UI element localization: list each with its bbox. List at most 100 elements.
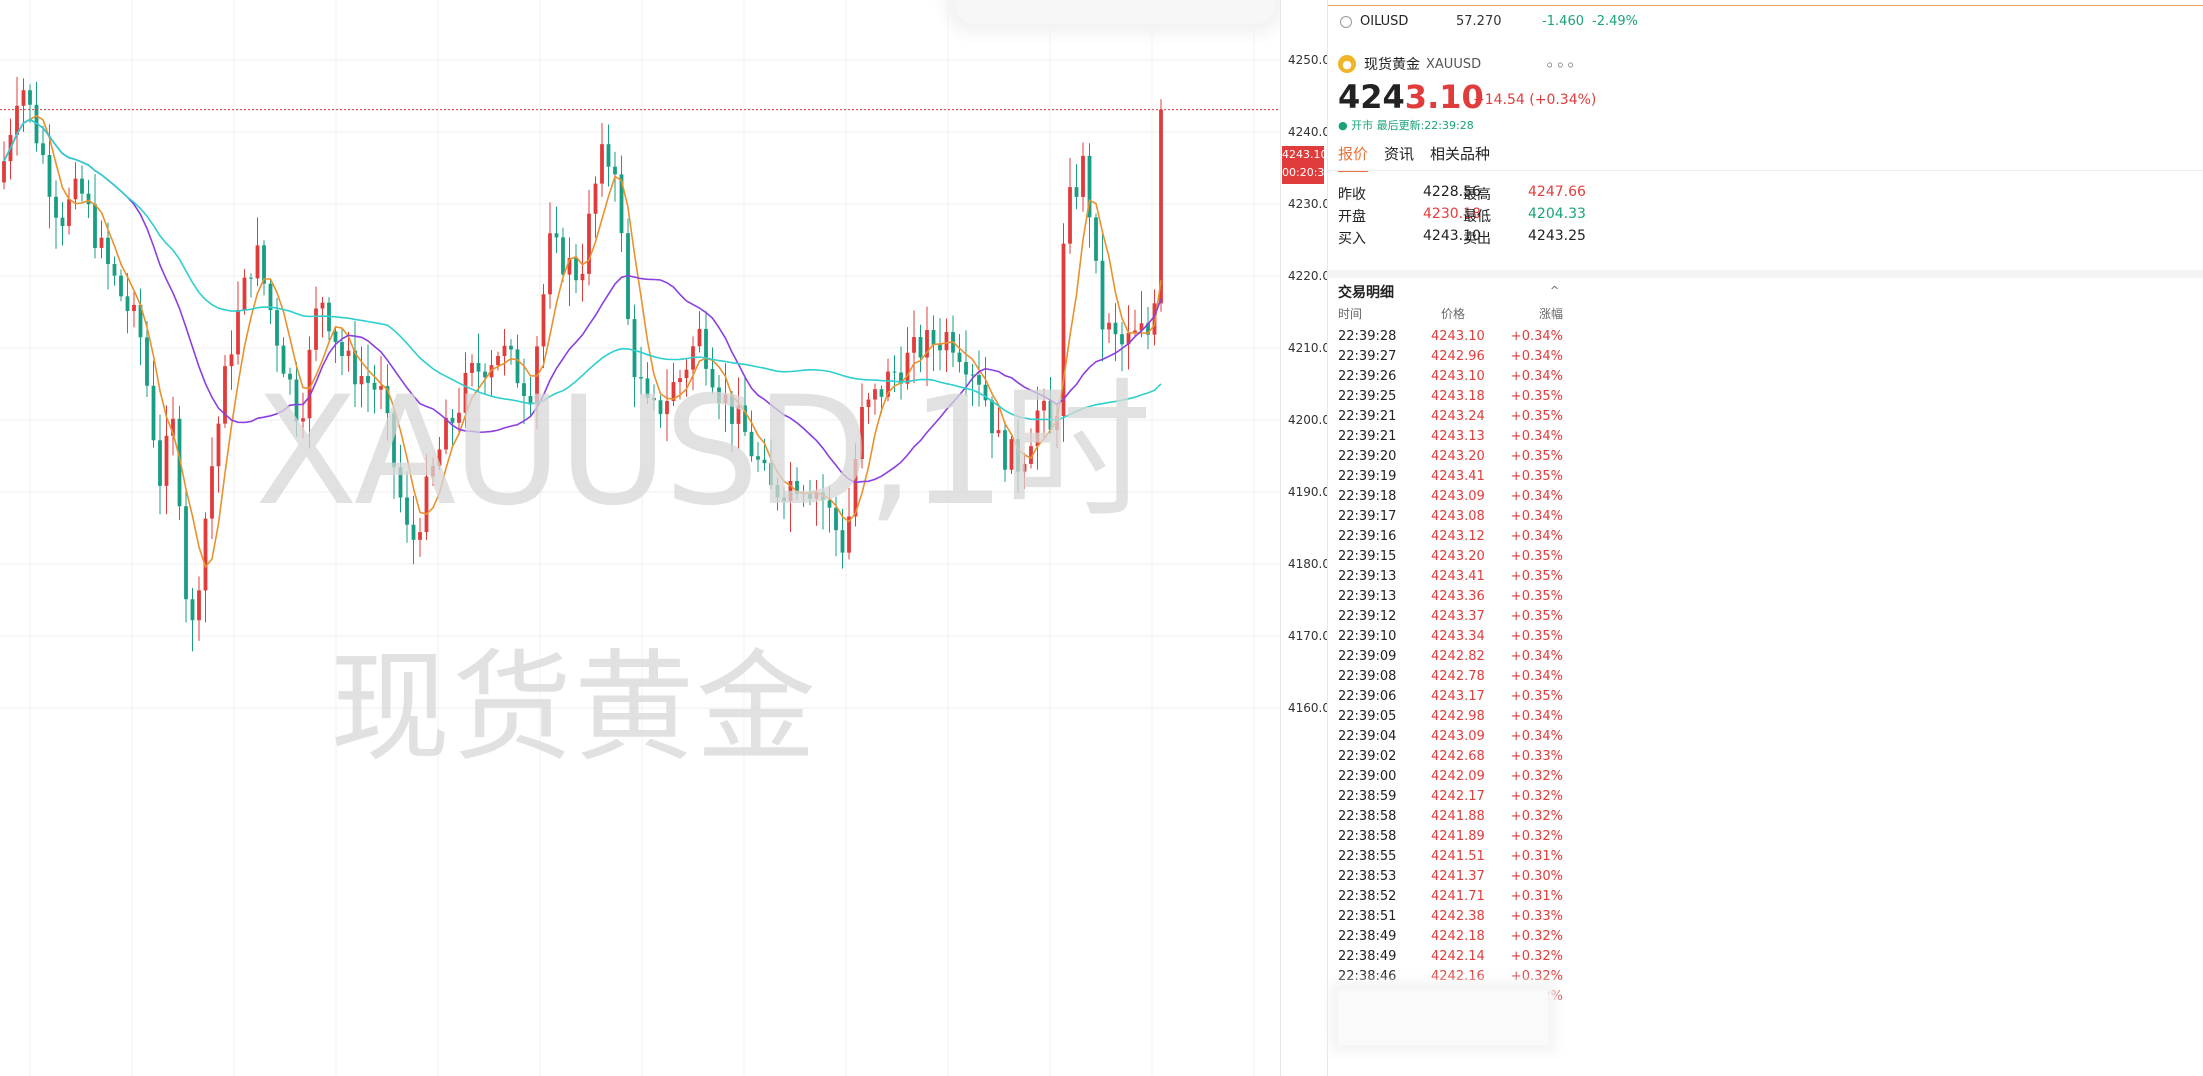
candle-body [457, 412, 461, 423]
trade-row: 22:38:51 4242.38 +0.33% [1338, 909, 1563, 929]
trade-time: 22:38:59 [1338, 789, 1397, 804]
candle-body [86, 193, 91, 205]
trade-row: 22:39:20 4243.20 +0.35% [1338, 449, 1563, 469]
candle-body [736, 405, 741, 424]
trade-change: +0.31% [1510, 889, 1563, 904]
trade-price: 4243.41 [1431, 469, 1485, 484]
candle-body [606, 144, 611, 167]
stat-label: 卖出 [1463, 231, 1491, 247]
stat-label: 昨收 [1338, 187, 1366, 203]
candle-body [730, 394, 734, 424]
trade-change: +0.32% [1510, 809, 1563, 824]
candlestick-chart[interactable]: XAUUSD,1时 现货黄金 [0, 0, 1280, 1076]
candle-body [242, 277, 247, 310]
candle-body [918, 336, 923, 358]
candle-body [1113, 322, 1118, 335]
trade-row: 22:39:28 4243.10 +0.34% [1338, 329, 1563, 349]
candle-body [847, 516, 851, 553]
candle-body [944, 332, 949, 351]
y-tick-label: 4200.00 [1288, 413, 1338, 427]
tab-related[interactable]: 相关品种 [1430, 145, 1491, 163]
candle-body [717, 387, 721, 404]
blurred-overlay-bottom [1338, 990, 1548, 1045]
ticker-pct: -2.49% [1592, 14, 1638, 29]
candle-body [437, 449, 442, 466]
trade-change: +0.34% [1510, 669, 1563, 684]
trade-price: 4243.34 [1431, 629, 1485, 644]
trade-price: 4243.10 [1431, 369, 1485, 384]
trade-row: 22:39:13 4243.36 +0.35% [1338, 589, 1563, 609]
candle-body [398, 467, 403, 498]
collapse-icon[interactable]: ^ [1550, 284, 1560, 297]
trade-change: +0.32% [1510, 949, 1563, 964]
last-price-tag: 4243.10 00:20:30 [1282, 146, 1331, 184]
candle-body [444, 417, 448, 450]
ma-mid-line [3, 118, 1162, 484]
gold-coin-icon: ● [1338, 55, 1356, 73]
candle-body [522, 383, 526, 396]
candle-body [171, 418, 175, 436]
trade-time: 22:39:08 [1338, 669, 1397, 684]
trade-time: 22:39:20 [1338, 449, 1397, 464]
candle-body [112, 264, 117, 276]
candle-body [177, 418, 182, 507]
candle-body [372, 382, 377, 390]
candle-body [886, 371, 890, 397]
trade-row: 22:38:53 4241.37 +0.30% [1338, 869, 1563, 889]
tab-news[interactable]: 资讯 [1384, 145, 1415, 163]
y-tick-label: 4180.00 [1288, 557, 1338, 571]
candle-body [613, 166, 617, 175]
trades-list[interactable]: 22:39:28 4243.10 +0.34% 22:39:27 4242.96 +0.3… [1338, 329, 1563, 1009]
candle-body [80, 178, 84, 194]
trade-price: 4242.38 [1431, 909, 1485, 924]
candle-body [1107, 322, 1111, 330]
trade-row: 22:39:12 4243.37 +0.35% [1338, 609, 1563, 629]
candle-body [203, 518, 208, 591]
candle-body [138, 304, 143, 338]
candle-body [301, 418, 305, 422]
candle-body [808, 492, 812, 499]
trade-row: 22:38:49 4242.14 +0.32% [1338, 949, 1563, 969]
trade-change: +0.34% [1510, 649, 1563, 664]
trade-change: +0.35% [1510, 449, 1563, 464]
candle-body [983, 384, 988, 401]
trade-change: +0.30% [1510, 869, 1563, 884]
quote-tabs: 报价 资讯 相关品种 [1338, 143, 1490, 172]
candle-body [125, 296, 130, 312]
trade-price: 4243.10 [1431, 329, 1485, 344]
candle-body [1152, 303, 1157, 335]
trade-row: 22:39:25 4243.18 +0.35% [1338, 389, 1563, 409]
more-options-icon[interactable]: ◦◦◦ [1545, 56, 1577, 75]
candle-body [892, 371, 897, 373]
candle-body [1009, 439, 1014, 470]
stat-row: 开盘 4230.18 最低 4204.33 [1338, 206, 1586, 228]
candle-body [379, 386, 383, 390]
candle-body [840, 530, 845, 553]
candle-body [860, 407, 864, 460]
trade-time: 22:39:17 [1338, 509, 1397, 524]
trade-price: 4243.13 [1431, 429, 1485, 444]
trade-time: 22:39:27 [1338, 349, 1397, 364]
trade-price: 4242.98 [1431, 709, 1485, 724]
trade-change: +0.34% [1510, 369, 1563, 384]
tab-quote[interactable]: 报价 [1338, 143, 1369, 172]
candle-body [853, 459, 858, 517]
trade-time: 22:39:02 [1338, 749, 1397, 764]
trade-row: 22:39:27 4242.96 +0.34% [1338, 349, 1563, 369]
ma-slow-line [3, 118, 1162, 421]
candle-body [158, 440, 162, 486]
trade-change: +0.35% [1510, 549, 1563, 564]
ticker-row-oilusd[interactable]: OILUSD 57.270 -1.460 -2.49% [1340, 14, 1940, 29]
candle-body [1081, 155, 1085, 197]
oil-icon [1340, 15, 1352, 28]
trade-time: 22:39:13 [1338, 589, 1397, 604]
candle-body [60, 217, 65, 226]
candle-body [1003, 430, 1007, 470]
candle-body [190, 599, 195, 621]
candle-body [346, 350, 351, 356]
chart-canvas[interactable] [0, 0, 1280, 1076]
trade-change: +0.34% [1510, 509, 1563, 524]
stat-label: 开盘 [1338, 209, 1366, 225]
quote-stats: 昨收 4228.56 最高 4247.66 开盘 4230.18 最低 4204.33 买入 42… [1338, 184, 1586, 250]
trade-row: 22:39:06 4243.17 +0.35% [1338, 689, 1563, 709]
